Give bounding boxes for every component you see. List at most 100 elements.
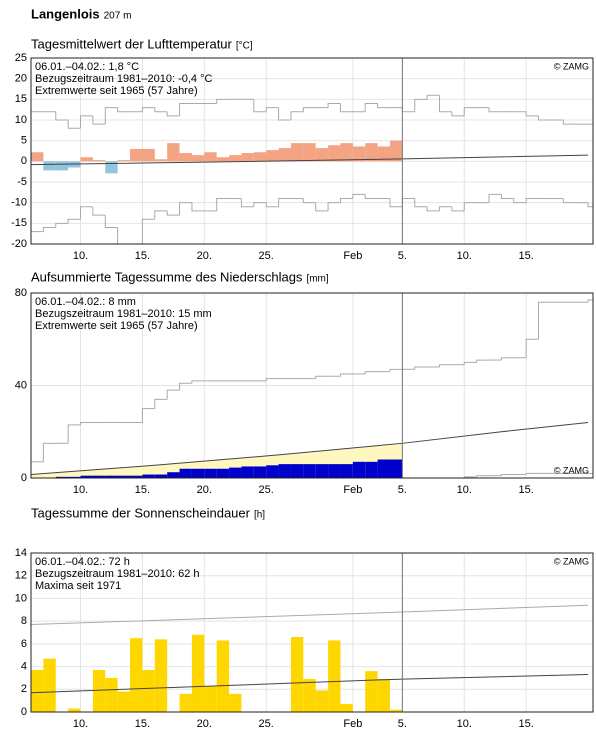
annotation: 06.01.–04.02.: 72 h: [35, 556, 130, 568]
bar: [154, 639, 168, 712]
chart-title: Aufsummierte Tagessumme des Niederschlag…: [31, 269, 303, 284]
y-unit: [mm]: [306, 274, 328, 285]
step-line: [587, 299, 593, 303]
y-tick-label: 0: [21, 155, 27, 167]
x-tick-label: 5.: [398, 718, 407, 729]
bar: [68, 708, 81, 712]
bar: [167, 143, 180, 162]
step-line: [265, 107, 279, 112]
step-line: [191, 202, 205, 212]
step-line: [253, 99, 267, 113]
bar: [204, 152, 217, 162]
y-tick-label: -10: [11, 197, 27, 209]
area-line: [30, 442, 403, 476]
step-line: [290, 111, 304, 120]
step-line: [265, 378, 279, 381]
x-tick-label: 15.: [135, 484, 150, 496]
bar: [328, 145, 341, 162]
bar: [68, 476, 81, 478]
bar: [229, 155, 242, 162]
credit: © ZAMG: [554, 556, 589, 566]
step-line: [240, 198, 254, 208]
bar: [377, 459, 390, 478]
x-tick-label: 5.: [398, 484, 407, 496]
y-unit: [°C]: [236, 41, 253, 52]
step-line: [538, 301, 551, 340]
annotation: Maxima seit 1971: [35, 580, 121, 592]
step-line: [439, 95, 452, 113]
bar: [167, 472, 180, 478]
station-altitude: 207 m: [104, 11, 132, 22]
x-tick-label: 25.: [259, 250, 274, 262]
step-line: [426, 206, 440, 212]
y-tick-label: 80: [15, 287, 27, 299]
step-line: [191, 380, 205, 384]
bar: [92, 160, 106, 162]
x-tick-label: 10.: [73, 718, 88, 729]
step-line: [451, 111, 465, 117]
x-tick-label: 10.: [73, 484, 88, 496]
step-line: [439, 206, 452, 211]
x-tick-label: 10.: [457, 250, 472, 262]
step-line: [463, 361, 477, 365]
bar: [191, 468, 205, 478]
bar: [365, 143, 378, 162]
y-tick-label: 10: [15, 114, 27, 126]
bar: [31, 152, 44, 162]
bar: [389, 459, 403, 478]
step-line: [352, 193, 366, 199]
x-tick-label: 5.: [398, 250, 407, 262]
step-line: [216, 98, 230, 104]
x-tick-label: 15.: [135, 718, 150, 729]
x-tick-label: 15.: [519, 250, 534, 262]
y-tick-label: 12: [15, 570, 27, 582]
step-line: [525, 111, 539, 117]
step-line: [67, 218, 81, 224]
bar: [365, 671, 378, 712]
step-line: [315, 375, 329, 379]
plot-frame: [30, 552, 594, 713]
step-line: [525, 472, 539, 475]
station-name: Langenlois: [31, 6, 100, 21]
y-tick-label: 2: [21, 683, 27, 695]
bar: [216, 468, 230, 478]
step-line: [488, 107, 502, 113]
bar: [328, 640, 341, 712]
bar: [352, 146, 366, 162]
step-line: [154, 107, 168, 113]
step-line: [166, 210, 180, 216]
step-line: [389, 368, 403, 372]
step-line: [42, 442, 56, 462]
annotation: Bezugszeitraum 1981–2010: -0,4 °C: [35, 73, 213, 85]
bar: [352, 461, 366, 478]
bar: [154, 474, 168, 478]
bar: [130, 475, 143, 478]
bar: [290, 637, 304, 712]
step-line: [80, 206, 93, 220]
bar: [142, 474, 155, 478]
bar: [266, 150, 279, 162]
bar: [377, 679, 390, 712]
bar: [191, 634, 205, 712]
step-line: [377, 103, 390, 109]
x-tick-label: 10.: [73, 250, 88, 262]
step-line: [216, 198, 230, 211]
bar: [328, 464, 341, 478]
bar: [130, 638, 143, 712]
y-tick-label: 4: [21, 660, 27, 672]
bar: [179, 693, 192, 712]
x-tick-label: Feb: [343, 484, 362, 496]
bar: [229, 693, 242, 712]
bar: [55, 161, 69, 171]
x-tick-label: 10.: [457, 718, 472, 729]
annotation: 06.01.–04.02.: 8 mm: [35, 296, 136, 308]
y-tick-label: 10: [15, 592, 27, 604]
chart: Aufsummierte Tagessumme des Niederschlag…: [15, 269, 594, 496]
step-line: [80, 422, 93, 425]
bar: [117, 160, 131, 162]
annotation: Bezugszeitraum 1981–2010: 15 mm: [35, 308, 212, 320]
step-line: [55, 111, 69, 121]
step-line: [488, 193, 502, 203]
y-tick-label: 6: [21, 638, 27, 650]
